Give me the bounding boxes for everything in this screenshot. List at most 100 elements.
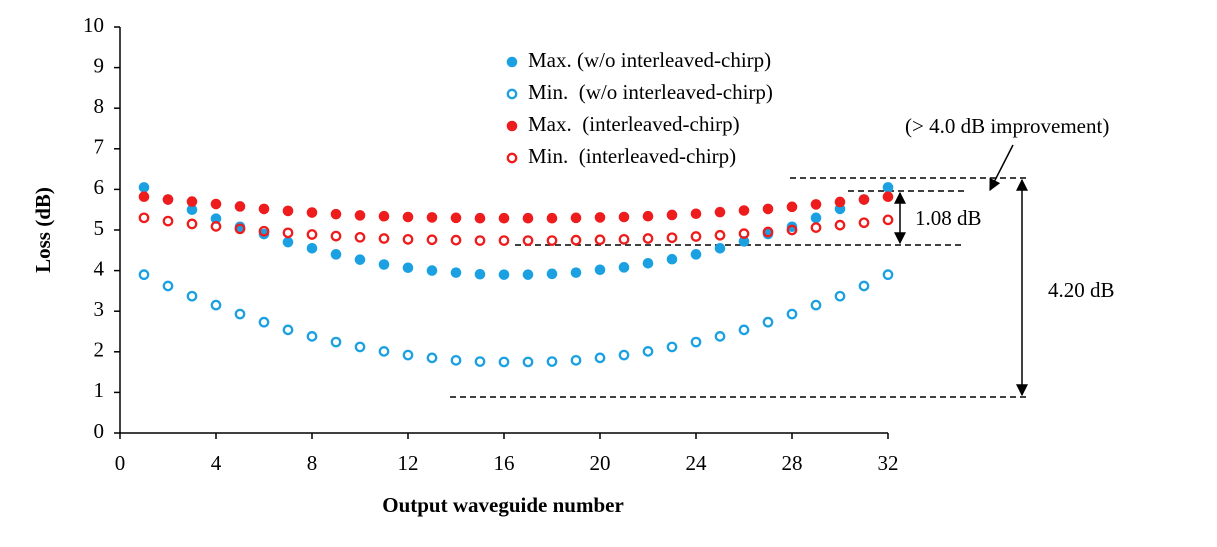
point [402,262,414,274]
point [498,356,510,368]
x-tick-label: 8 [307,451,318,475]
point [714,206,726,218]
point [810,199,822,210]
point [762,203,774,215]
point [666,232,678,244]
point [594,234,606,246]
point [330,230,342,242]
point [402,233,414,245]
point [546,212,558,224]
point [186,290,198,302]
point [834,196,846,208]
point [762,228,774,240]
annotation: (> 4.0 dB improvement) [905,114,1109,138]
point [354,341,366,353]
y-tick-label: 1 [94,378,105,402]
y-tick-label: 6 [94,175,105,199]
point [378,346,390,357]
y-tick-label: 5 [94,216,105,240]
point [882,191,894,203]
point [690,336,702,348]
x-tick-label: 24 [686,451,708,475]
y-tick-label: 9 [94,53,105,77]
point [858,217,870,229]
point [642,346,654,357]
point [786,201,798,213]
point [234,308,246,320]
point [690,249,702,260]
point [882,269,894,281]
point [330,208,342,220]
legend-label: Max. (w/o interleaved-chirp) [528,48,771,72]
point [810,212,822,224]
point [282,227,294,239]
legend-marker [506,120,518,132]
point [186,196,198,207]
point [426,234,438,246]
point [138,269,150,281]
point [426,352,438,364]
point [786,308,798,320]
point [450,212,462,224]
y-tick-label: 3 [94,297,105,321]
point [594,264,606,276]
point [306,207,318,218]
point [570,212,582,224]
point [258,228,270,240]
y-tick-label: 4 [94,256,105,280]
point [618,262,630,273]
point [258,225,270,237]
point [570,234,582,246]
point [642,257,654,269]
point [450,234,462,246]
point [186,204,198,215]
y-tick-label: 2 [94,338,105,362]
point [378,233,390,244]
point [714,229,726,241]
x-tick-label: 20 [590,451,611,475]
point [210,220,222,232]
point [210,213,222,224]
point [474,235,486,246]
point [618,349,630,361]
y-axis-label: Loss (dB) [31,187,55,273]
point [162,280,174,292]
point [138,191,150,203]
legend-marker [506,88,518,100]
point [834,219,846,231]
point [786,224,798,236]
point [306,229,318,240]
x-tick-label: 32 [878,451,899,475]
point [354,231,366,243]
point [570,354,582,366]
legend-label: Min. (interleaved-chirp) [528,144,736,168]
legend-label: Max. (interleaved-chirp) [528,112,740,136]
x-tick-label: 16 [494,451,515,475]
x-tick-label: 4 [211,451,222,475]
point [594,352,606,364]
point [234,221,246,233]
legend-marker [506,152,518,164]
point [522,235,534,246]
point [210,198,222,210]
point [258,316,270,328]
point [330,249,342,260]
point [162,194,174,205]
point [858,280,870,292]
point [666,341,678,353]
y-tick-label: 0 [94,419,105,443]
point [426,265,438,276]
y-tick-label: 10 [83,13,104,37]
point [522,356,534,368]
point [210,299,222,311]
point [738,205,750,216]
point [762,226,774,238]
point [138,212,150,224]
point [714,242,726,254]
point [354,254,366,265]
point [330,336,342,348]
point [234,223,246,235]
x-tick-label: 12 [398,451,419,475]
point [186,218,198,230]
point [162,215,174,227]
